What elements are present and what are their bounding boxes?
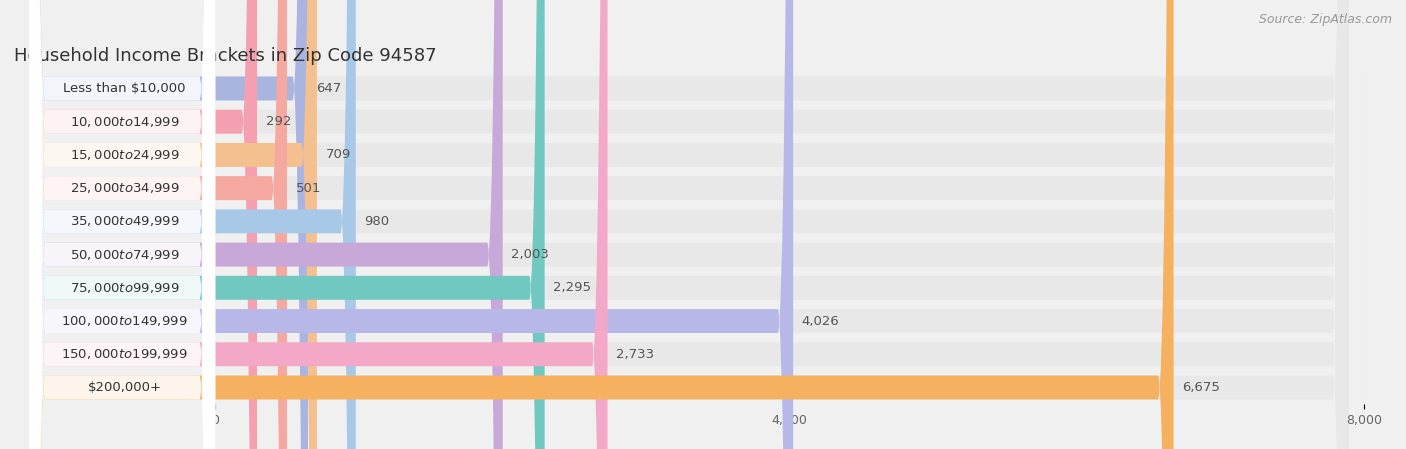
FancyBboxPatch shape xyxy=(30,0,215,449)
Text: 2,003: 2,003 xyxy=(512,248,550,261)
FancyBboxPatch shape xyxy=(30,0,257,449)
FancyBboxPatch shape xyxy=(30,0,215,449)
FancyBboxPatch shape xyxy=(30,0,215,449)
FancyBboxPatch shape xyxy=(30,0,215,449)
FancyBboxPatch shape xyxy=(30,0,287,449)
FancyBboxPatch shape xyxy=(30,0,308,449)
Text: 980: 980 xyxy=(364,215,389,228)
FancyBboxPatch shape xyxy=(30,0,1348,449)
Text: 4,026: 4,026 xyxy=(801,315,839,327)
Text: $35,000 to $49,999: $35,000 to $49,999 xyxy=(70,214,180,229)
FancyBboxPatch shape xyxy=(30,0,1348,449)
Text: $10,000 to $14,999: $10,000 to $14,999 xyxy=(70,114,180,129)
Text: $15,000 to $24,999: $15,000 to $24,999 xyxy=(70,148,180,162)
FancyBboxPatch shape xyxy=(30,0,215,449)
Text: $50,000 to $74,999: $50,000 to $74,999 xyxy=(70,247,180,262)
FancyBboxPatch shape xyxy=(30,0,1348,449)
FancyBboxPatch shape xyxy=(30,0,215,449)
FancyBboxPatch shape xyxy=(30,0,1348,449)
FancyBboxPatch shape xyxy=(30,0,1348,449)
FancyBboxPatch shape xyxy=(30,0,1348,449)
Text: $25,000 to $34,999: $25,000 to $34,999 xyxy=(70,181,180,195)
Text: Less than $10,000: Less than $10,000 xyxy=(63,82,186,95)
FancyBboxPatch shape xyxy=(30,0,1348,449)
FancyBboxPatch shape xyxy=(30,0,215,449)
Text: $100,000 to $149,999: $100,000 to $149,999 xyxy=(62,314,188,328)
FancyBboxPatch shape xyxy=(30,0,215,449)
FancyBboxPatch shape xyxy=(30,0,215,449)
FancyBboxPatch shape xyxy=(30,0,793,449)
FancyBboxPatch shape xyxy=(30,0,544,449)
FancyBboxPatch shape xyxy=(30,0,215,449)
Text: 6,675: 6,675 xyxy=(1182,381,1220,394)
FancyBboxPatch shape xyxy=(30,0,356,449)
FancyBboxPatch shape xyxy=(30,0,607,449)
FancyBboxPatch shape xyxy=(30,0,215,449)
Text: $150,000 to $199,999: $150,000 to $199,999 xyxy=(62,347,188,361)
FancyBboxPatch shape xyxy=(30,0,1348,449)
Text: $75,000 to $99,999: $75,000 to $99,999 xyxy=(70,281,180,295)
Text: 709: 709 xyxy=(326,149,350,161)
Text: $200,000+: $200,000+ xyxy=(87,381,162,394)
Text: 292: 292 xyxy=(266,115,291,128)
FancyBboxPatch shape xyxy=(30,0,215,449)
FancyBboxPatch shape xyxy=(30,0,215,449)
FancyBboxPatch shape xyxy=(30,0,215,449)
FancyBboxPatch shape xyxy=(30,0,1348,449)
FancyBboxPatch shape xyxy=(30,0,215,449)
Text: 2,733: 2,733 xyxy=(616,348,654,361)
FancyBboxPatch shape xyxy=(30,0,215,449)
FancyBboxPatch shape xyxy=(30,0,503,449)
Text: Source: ZipAtlas.com: Source: ZipAtlas.com xyxy=(1258,13,1392,26)
Text: 647: 647 xyxy=(316,82,342,95)
FancyBboxPatch shape xyxy=(30,0,215,449)
FancyBboxPatch shape xyxy=(30,0,1174,449)
FancyBboxPatch shape xyxy=(30,0,215,449)
FancyBboxPatch shape xyxy=(30,0,215,449)
Text: 2,295: 2,295 xyxy=(553,282,592,294)
FancyBboxPatch shape xyxy=(30,0,215,449)
Text: Household Income Brackets in Zip Code 94587: Household Income Brackets in Zip Code 94… xyxy=(14,47,437,65)
Text: 501: 501 xyxy=(295,182,321,194)
FancyBboxPatch shape xyxy=(30,0,316,449)
FancyBboxPatch shape xyxy=(30,0,1348,449)
